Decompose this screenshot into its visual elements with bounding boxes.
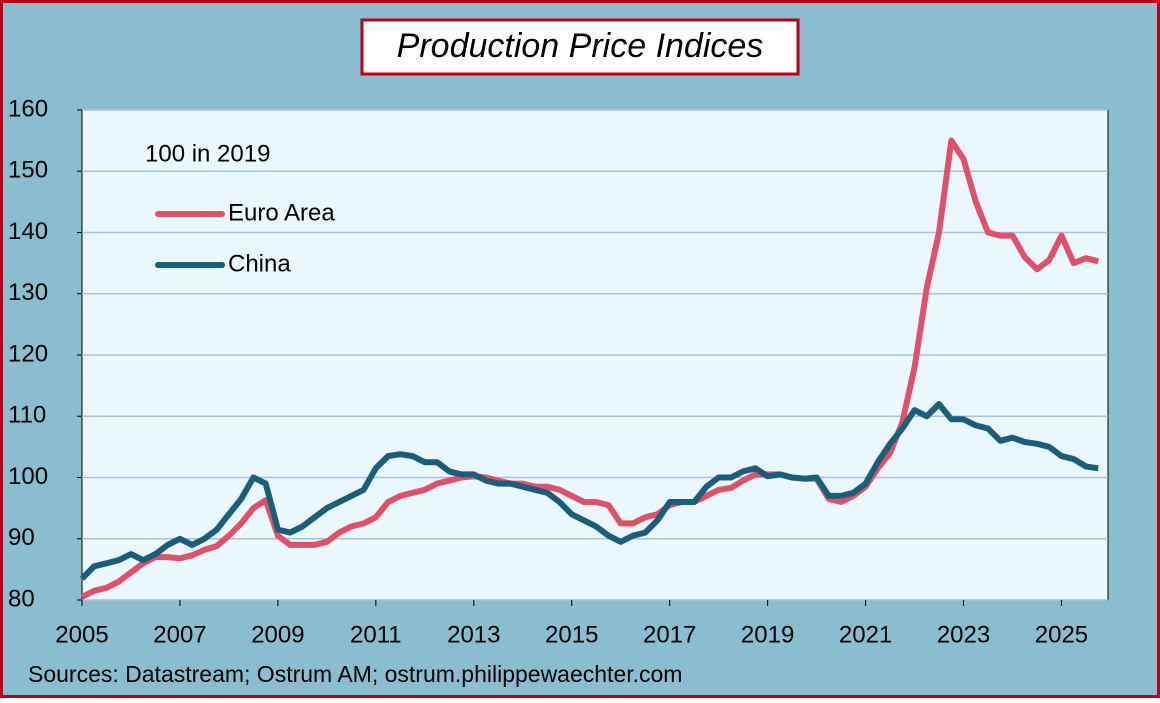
title-box — [360, 18, 800, 76]
y-tick-label: 130 — [8, 279, 48, 306]
series-line — [79, 401, 1099, 581]
y-tick-label: 120 — [8, 340, 48, 367]
y-tick-label: 160 — [8, 95, 48, 122]
x-tick-label: 2015 — [545, 621, 598, 648]
x-tick-label: 2009 — [251, 621, 304, 648]
y-tick-label: 80 — [8, 585, 35, 612]
x-tick-label: 2019 — [741, 621, 794, 648]
x-tick-label: 2023 — [937, 621, 990, 648]
annotation: 100 in 2019 — [145, 140, 270, 167]
x-tick-label: 2005 — [55, 621, 108, 648]
x-tick-label: 2021 — [839, 621, 892, 648]
y-tick-label: 90 — [8, 524, 35, 551]
x-tick-label: 2007 — [153, 621, 206, 648]
x-tick-label: 2017 — [643, 621, 696, 648]
legend-label: China — [228, 250, 291, 277]
chart-title: Production Price Indices — [397, 27, 764, 65]
x-tick-label: 2013 — [447, 621, 500, 648]
series-line — [80, 137, 1099, 600]
source: Sources: Datastream; Ostrum AM; ostrum.p… — [28, 661, 682, 687]
y-tick-label: 140 — [8, 218, 48, 245]
x-tick-label: 2011 — [350, 621, 402, 648]
y-tick-label: 110 — [8, 402, 46, 429]
x-tick-label: 2025 — [1035, 621, 1088, 648]
y-tick-label: 100 — [8, 463, 48, 490]
y-tick-label: 150 — [8, 157, 48, 184]
legend-label: Euro Area — [228, 199, 335, 226]
